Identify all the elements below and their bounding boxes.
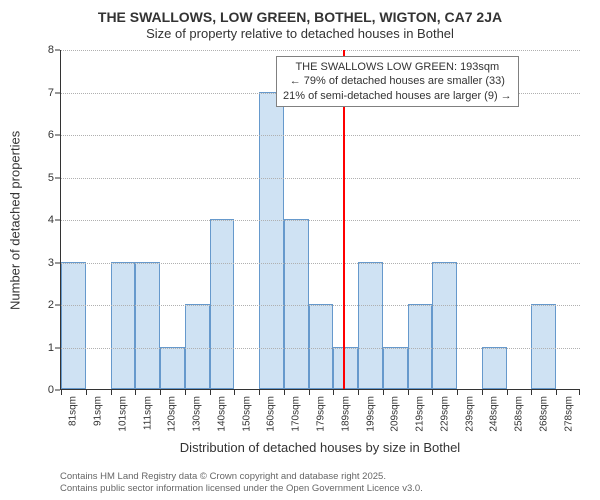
bar [383, 347, 408, 390]
bar [432, 262, 457, 390]
bar [210, 219, 235, 389]
chart-title: THE SWALLOWS, LOW GREEN, BOTHEL, WIGTON,… [0, 8, 600, 26]
x-tick-label: 179sqm [316, 396, 327, 432]
bar [309, 304, 334, 389]
x-tick-mark [383, 390, 384, 395]
x-tick-mark [284, 390, 285, 395]
x-tick-label: 229sqm [439, 396, 450, 432]
x-tick-label: 199sqm [365, 396, 376, 432]
y-tick-label: 3 [48, 257, 54, 269]
x-tick-mark [135, 390, 136, 395]
x-axis-label: Distribution of detached houses by size … [60, 440, 580, 455]
gridline [61, 135, 580, 136]
x-tick-mark [185, 390, 186, 395]
bar [358, 262, 383, 390]
attribution: Contains HM Land Registry data © Crown c… [60, 471, 423, 494]
gridline [61, 348, 580, 349]
x-tick-label: 248sqm [489, 396, 500, 432]
y-tick-label: 1 [48, 342, 54, 354]
x-tick-label: 150sqm [241, 396, 252, 432]
x-tick-mark [507, 390, 508, 395]
x-tick-label: 209sqm [390, 396, 401, 432]
attribution-line: Contains HM Land Registry data © Crown c… [60, 471, 423, 482]
x-tick-mark [234, 390, 235, 395]
bar [160, 347, 185, 390]
x-tick-label: 130sqm [192, 396, 203, 432]
bar [135, 262, 160, 390]
gridline [61, 50, 580, 51]
y-tick-label: 4 [48, 214, 54, 226]
x-tick-label: 111sqm [142, 396, 153, 430]
x-tick-mark [61, 390, 62, 395]
x-tick-mark [111, 390, 112, 395]
x-tick-label: 120sqm [167, 396, 178, 432]
bar [61, 262, 86, 390]
x-tick-label: 101sqm [117, 396, 128, 432]
y-tick-label: 0 [48, 384, 54, 396]
x-tick-mark [432, 390, 433, 395]
x-tick-label: 140sqm [216, 396, 227, 432]
x-tick-label: 258sqm [514, 396, 525, 432]
x-tick-mark [210, 390, 211, 395]
gridline [61, 305, 580, 306]
x-tick-label: 91sqm [93, 396, 104, 426]
attribution-line: Contains public sector information licen… [60, 483, 423, 494]
x-tick-mark [457, 390, 458, 395]
gridline [61, 220, 580, 221]
x-tick-label: 239sqm [464, 396, 475, 432]
plot-area: THE SWALLOWS LOW GREEN: 193sqm ← 79% of … [60, 50, 580, 390]
x-tick-mark [259, 390, 260, 395]
annotation-line: 21% of semi-detached houses are larger (… [283, 89, 512, 103]
x-tick-mark [531, 390, 532, 395]
x-tick-mark [408, 390, 409, 395]
bar [259, 92, 284, 390]
x-tick-mark [86, 390, 87, 395]
x-tick-label: 278sqm [563, 396, 574, 432]
bar [333, 347, 358, 390]
chart-title-block: THE SWALLOWS, LOW GREEN, BOTHEL, WIGTON,… [0, 8, 600, 43]
y-tick-label: 8 [48, 44, 54, 56]
bar [185, 304, 210, 389]
x-tick-mark [579, 390, 580, 395]
x-tick-mark [556, 390, 557, 395]
gridline [61, 178, 580, 179]
x-tick-label: 170sqm [291, 396, 302, 432]
x-tick-label: 81sqm [68, 396, 79, 426]
x-tick-mark [160, 390, 161, 395]
x-tick-label: 160sqm [266, 396, 277, 432]
bar [111, 262, 136, 390]
y-axis: 012345678 [0, 50, 60, 390]
y-tick-label: 5 [48, 172, 54, 184]
x-tick-label: 268sqm [538, 396, 549, 432]
x-tick-mark [482, 390, 483, 395]
x-tick-mark [309, 390, 310, 395]
y-tick-label: 6 [48, 129, 54, 141]
chart-container: THE SWALLOWS, LOW GREEN, BOTHEL, WIGTON,… [0, 0, 600, 500]
bar [482, 347, 507, 390]
bar [284, 219, 309, 389]
annotation-line: ← 79% of detached houses are smaller (33… [283, 74, 512, 88]
y-tick-label: 7 [48, 87, 54, 99]
gridline [61, 263, 580, 264]
y-tick-label: 2 [48, 299, 54, 311]
annotation-line: THE SWALLOWS LOW GREEN: 193sqm [283, 60, 512, 74]
chart-subtitle: Size of property relative to detached ho… [0, 26, 600, 43]
x-tick-label: 189sqm [340, 396, 351, 432]
x-tick-mark [333, 390, 334, 395]
x-tick-label: 219sqm [415, 396, 426, 432]
x-tick-mark [358, 390, 359, 395]
bar [531, 304, 556, 389]
bar [408, 304, 433, 389]
annotation-box: THE SWALLOWS LOW GREEN: 193sqm ← 79% of … [276, 56, 519, 107]
